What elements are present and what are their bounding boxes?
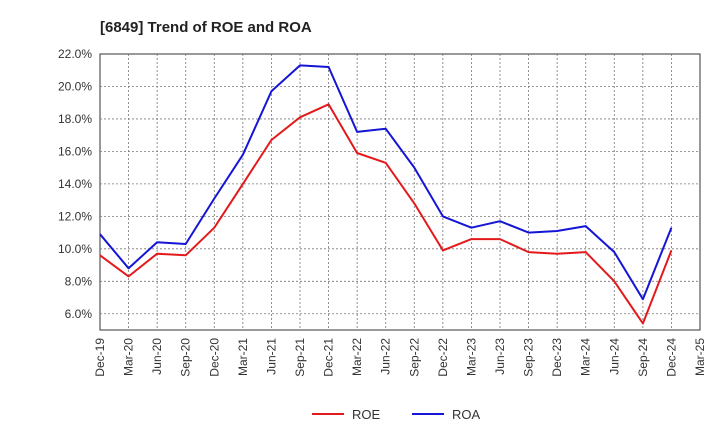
x-tick-label: Dec-19 [93,338,107,377]
chart-title: [6849] Trend of ROE and ROA [100,19,312,36]
x-tick-label: Dec-23 [550,338,564,377]
x-tick-label: Sep-22 [407,338,421,377]
y-tick-label: 16.0% [58,144,92,158]
x-tick-label: Jun-23 [493,338,507,375]
x-tick-label: Sep-24 [636,338,650,377]
x-tick-label: Jun-22 [379,338,393,375]
plot-area [99,53,701,331]
x-tick-label: Dec-22 [436,338,450,377]
series-lines [99,64,673,325]
x-tick-label: Dec-24 [664,338,678,377]
series-line-roe [99,103,673,325]
y-tick-label: 6.0% [65,307,93,321]
x-tick-label: Mar-22 [350,338,364,376]
x-tick-label: Jun-24 [607,338,621,375]
series-line-roa [99,64,673,301]
legend-item-roe: ROE [312,407,381,422]
x-axis: Dec-19 Mar-20 Jun-20 Sep-20 Dec-20 Mar-21 Jun-… [93,338,707,377]
y-tick-label: 18.0% [58,112,92,126]
y-tick-label: 8.0% [65,274,93,288]
x-tick-label: Jun-20 [150,338,164,375]
y-tick-label: 10.0% [58,242,92,256]
y-tick-label: 20.0% [58,79,92,93]
y-tick-label: 12.0% [58,209,92,223]
y-tick-label: 14.0% [58,177,92,191]
legend-label: ROA [452,407,481,422]
x-tick-label: Mar-20 [122,338,136,376]
legend-item-roa: ROA [412,407,481,422]
x-tick-label: Mar-25 [693,338,707,376]
x-tick-label: Sep-23 [522,338,536,377]
x-tick-label: Dec-20 [207,338,221,377]
x-tick-label: Dec-21 [322,338,336,377]
y-axis: 6.0% 8.0% 10.0% 12.0% 14.0% 16.0% 18.0% 20.0% 22… [58,47,92,321]
legend: ROE ROA [312,407,481,422]
x-tick-label: Mar-24 [579,338,593,376]
x-tick-label: Mar-21 [236,338,250,376]
x-tick-label: Sep-21 [293,338,307,377]
legend-label: ROE [352,407,381,422]
grid [100,54,700,330]
x-tick-label: Mar-23 [464,338,478,376]
x-tick-label: Sep-20 [179,338,193,377]
y-tick-label: 22.0% [58,47,92,61]
x-tick-label: Jun-21 [264,338,278,375]
